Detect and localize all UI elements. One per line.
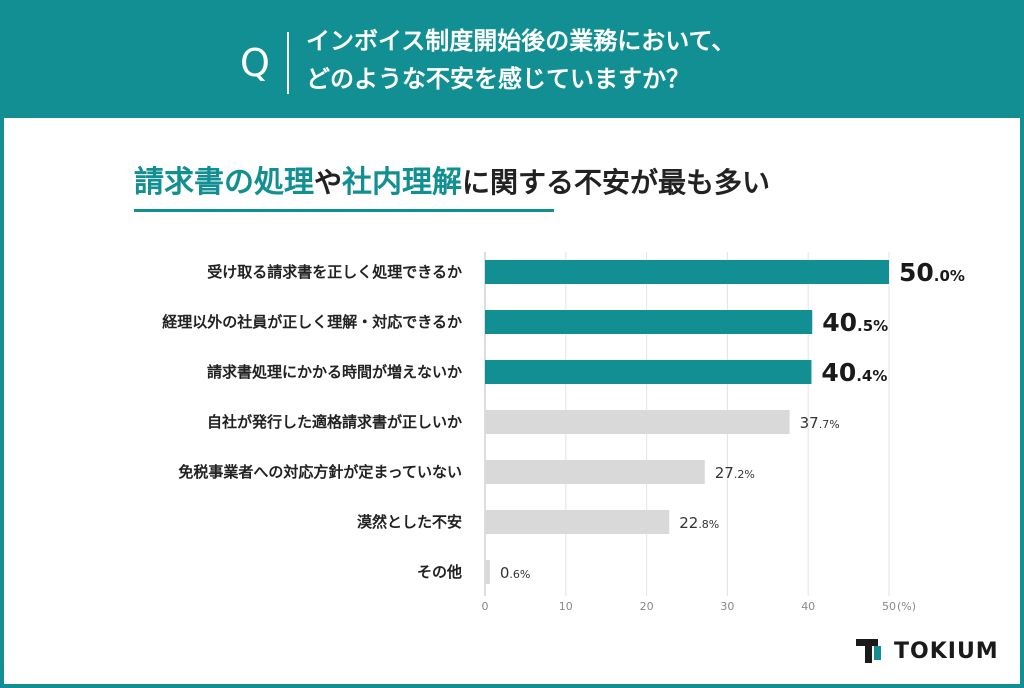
bar xyxy=(485,410,790,434)
x-tick-label: 0 xyxy=(482,600,489,613)
question-header: Q インボイス制度開始後の業務において、 どのような不安を感じていますか？ xyxy=(0,0,1024,118)
x-tick-label: 30 xyxy=(720,600,734,613)
bar xyxy=(485,560,490,584)
category-label: その他 xyxy=(417,563,462,581)
x-tick-label: 50 xyxy=(882,600,896,613)
bar xyxy=(485,310,813,334)
value-label: 0.6% xyxy=(500,564,531,582)
value-label: 50.0% xyxy=(899,258,965,287)
category-label: 免税事業者への対応方針が定まっていない xyxy=(178,463,462,481)
value-label: 40.5% xyxy=(822,308,888,337)
category-label: 請求書処理にかかる時間が増えないか xyxy=(207,363,462,381)
value-label: 22.8% xyxy=(679,514,719,532)
bar xyxy=(485,260,889,284)
headline-part-4: に関する不安が最も多い xyxy=(462,166,771,199)
category-label: 自社が発行した適格請求書が正しいか xyxy=(207,413,462,431)
question-text: インボイス制度開始後の業務において、 どのような不安を感じていますか？ xyxy=(306,22,926,98)
question-line-1: インボイス制度開始後の業務において、 xyxy=(306,27,736,55)
x-unit-label: (%) xyxy=(897,600,916,613)
question-line-2: どのような不安を感じていますか？ xyxy=(306,65,690,93)
bar xyxy=(485,460,705,484)
headline-part-2: や xyxy=(314,166,343,199)
category-label: 受け取る請求書を正しく処理できるか xyxy=(207,263,462,281)
value-label: 40.4% xyxy=(821,358,887,387)
category-label: 漠然とした不安 xyxy=(357,513,462,531)
x-tick-label: 40 xyxy=(801,600,815,613)
logo-text: TOKIUM xyxy=(894,638,999,664)
x-tick-label: 10 xyxy=(559,600,573,613)
x-tick-label: 20 xyxy=(640,600,654,613)
headline-underline xyxy=(134,209,554,212)
header-divider xyxy=(287,32,289,94)
bar xyxy=(485,360,812,384)
chart-headline: 請求書の処理や社内理解に関する不安が最も多い xyxy=(134,160,770,206)
tokium-logo: TOKIUM xyxy=(856,635,999,667)
headline-part-3: 社内理解 xyxy=(342,165,463,200)
value-label: 27.2% xyxy=(715,464,755,482)
bar xyxy=(485,510,670,534)
value-label: 37.7% xyxy=(800,414,840,432)
category-label: 経理以外の社員が正しく理解・対応できるか xyxy=(162,313,462,331)
question-mark-icon: Q xyxy=(240,41,270,85)
headline-part-1: 請求書の処理 xyxy=(134,165,314,200)
tokium-logo-icon xyxy=(856,636,886,666)
